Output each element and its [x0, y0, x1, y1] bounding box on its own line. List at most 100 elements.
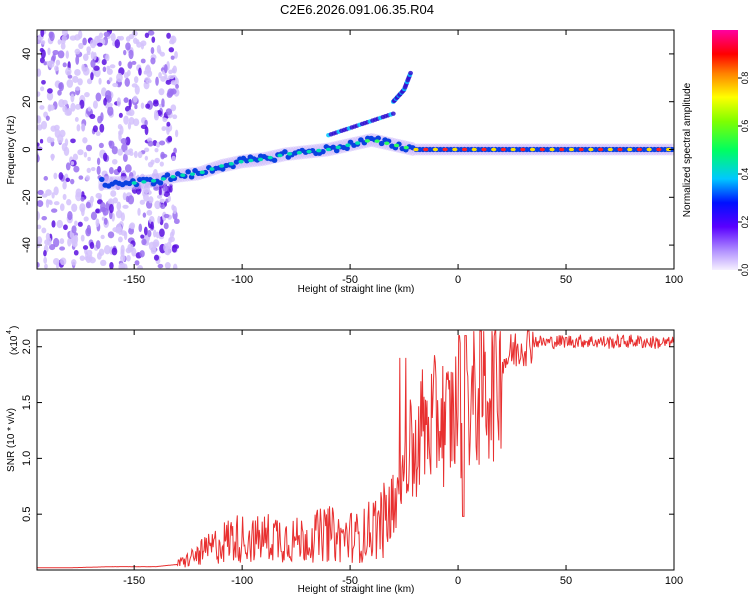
y-tick-label: 2.0 — [21, 339, 33, 354]
noise-dot — [142, 212, 147, 218]
noise-dot — [90, 211, 98, 221]
noise-dot — [138, 223, 143, 233]
noise-dot — [158, 140, 166, 146]
noise-dot — [43, 256, 48, 264]
noise-dot — [110, 32, 116, 42]
noise-dot — [43, 61, 47, 66]
noise-dot — [123, 115, 129, 125]
noise-dot — [39, 47, 44, 53]
ridge-peak — [228, 162, 234, 166]
ridge-peak — [520, 147, 526, 152]
noise-dot — [49, 137, 55, 143]
noise-dot — [74, 68, 81, 76]
ridge-peak — [335, 145, 341, 150]
noise-dot — [59, 203, 65, 212]
noise-dot — [112, 227, 119, 233]
noise-dot — [49, 31, 55, 42]
ridge-peak — [588, 147, 594, 152]
noise-dot — [43, 250, 47, 257]
ridge-core — [244, 158, 250, 164]
noise-dot — [153, 254, 160, 261]
noise-dot — [119, 125, 124, 135]
noise-dot — [159, 161, 164, 167]
noise-dot — [152, 100, 159, 107]
noise-dot — [59, 246, 66, 251]
ridge-peak — [189, 172, 196, 176]
noise-dot — [166, 32, 171, 39]
noise-dot — [151, 36, 156, 43]
noise-dot — [115, 209, 123, 219]
noise-dot — [147, 229, 152, 238]
noise-dot — [52, 49, 59, 55]
noise-dot — [120, 138, 127, 145]
noise-dot — [128, 227, 135, 235]
noise-dot — [37, 224, 42, 230]
noise-dot — [78, 42, 84, 50]
noise-dot — [59, 238, 65, 245]
ridge-peak — [646, 147, 652, 152]
noise-dot — [57, 89, 62, 96]
noise-dot — [58, 82, 63, 90]
x-tick-label: -150 — [123, 274, 145, 286]
ridge-peak — [325, 147, 332, 152]
noise-dot — [43, 176, 49, 181]
noise-dot — [78, 175, 84, 180]
noise-dot — [40, 86, 45, 92]
noise-dot — [144, 155, 149, 161]
noise-dot — [80, 234, 85, 242]
noise-dot — [127, 61, 133, 69]
noise-dot — [45, 115, 50, 121]
spectrogram-x-label: Height of straight line (km) — [298, 284, 415, 295]
noise-dot — [70, 138, 76, 144]
snr-y-ticks: 0.5 1.0 1.5 2.0 — [21, 339, 674, 522]
noise-dot — [53, 124, 60, 131]
branch-dot — [390, 111, 396, 116]
ridge-core — [282, 149, 288, 155]
noise-dot — [120, 254, 126, 262]
ridge-peak — [491, 147, 497, 152]
snr-plot: -150 -100 -50 0 50 100 0.5 1.0 1.5 2.0 Height of… — [6, 326, 683, 595]
noise-dot — [83, 216, 89, 222]
noise-dot — [143, 185, 150, 194]
noise-dot — [164, 262, 171, 269]
ridge-core — [320, 149, 326, 155]
noise-dot — [103, 244, 111, 255]
noise-dot — [154, 157, 161, 164]
noise-dot — [37, 36, 42, 45]
noise-dot — [169, 39, 175, 45]
noise-dot — [53, 186, 59, 196]
noise-dot — [89, 39, 97, 49]
ridge-peak — [529, 147, 536, 152]
noise-dot — [62, 181, 67, 190]
noise-dot — [57, 134, 64, 144]
noise-dot — [166, 127, 170, 135]
noise-dot — [168, 74, 175, 80]
noise-dot — [111, 146, 118, 155]
noise-dot — [57, 39, 62, 45]
noise-dot — [37, 210, 40, 221]
noise-dot — [147, 140, 154, 147]
snr-data — [37, 330, 674, 569]
noise-dot — [154, 147, 159, 153]
noise-dot — [119, 35, 125, 41]
snr-multiplier-exp: 4 — [6, 330, 13, 334]
noise-dot — [73, 165, 80, 173]
spectrogram-data — [37, 30, 674, 269]
noise-dot — [61, 30, 68, 37]
ridge-peak — [442, 147, 448, 152]
noise-dot — [158, 187, 162, 197]
noise-dot — [82, 137, 88, 144]
ridge-peak — [403, 145, 409, 150]
y-tick-label: 0.5 — [21, 507, 33, 522]
noise-dot — [100, 259, 107, 267]
noise-dot — [63, 224, 68, 231]
noise-dot — [55, 59, 61, 66]
noise-dot — [92, 100, 98, 109]
noise-dot — [58, 172, 64, 180]
noise-dot — [100, 234, 105, 240]
noise-dot — [158, 88, 165, 96]
noise-dot — [37, 68, 42, 77]
noise-dot — [53, 201, 60, 206]
colorbar-gradient — [712, 30, 738, 270]
x-tick-label: -50 — [342, 274, 358, 286]
